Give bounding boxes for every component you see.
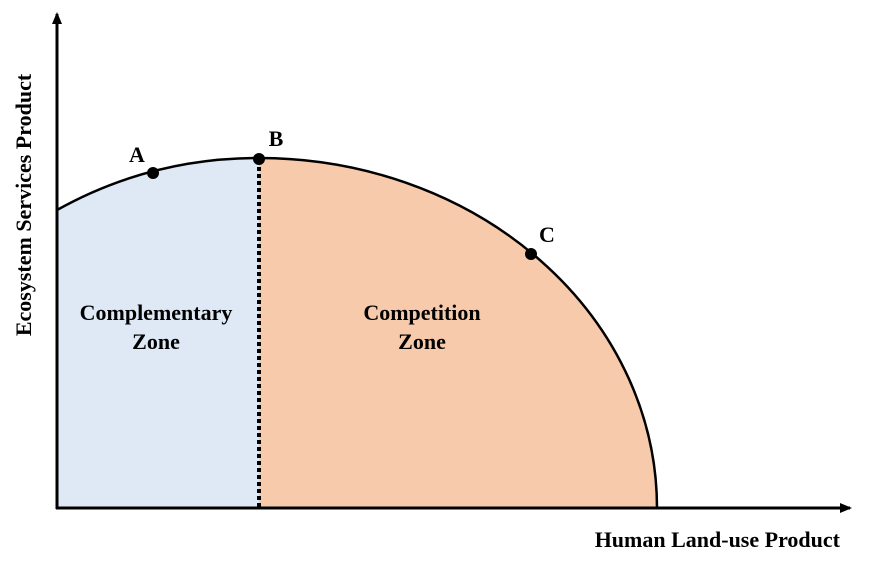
competition-zone-label-line2: Zone — [398, 329, 446, 354]
complementary-zone-label-line1: Complementary — [80, 300, 233, 325]
point-a-label: A — [129, 142, 145, 167]
point-b-label: B — [269, 126, 284, 151]
point-c-label: C — [539, 222, 555, 247]
point-b-marker — [253, 153, 265, 165]
complementary-zone-area — [57, 158, 259, 508]
x-axis-label: Human Land-use Product — [595, 527, 841, 552]
point-c-marker — [525, 248, 537, 260]
y-axis-label: Ecosystem Services Product — [11, 73, 36, 336]
complementary-zone-label-line2: Zone — [132, 329, 180, 354]
competition-zone-area — [259, 158, 657, 508]
competition-zone-label-line1: Competition — [363, 300, 480, 325]
point-a-marker — [147, 167, 159, 179]
frontier-curve — [56, 156, 659, 509]
